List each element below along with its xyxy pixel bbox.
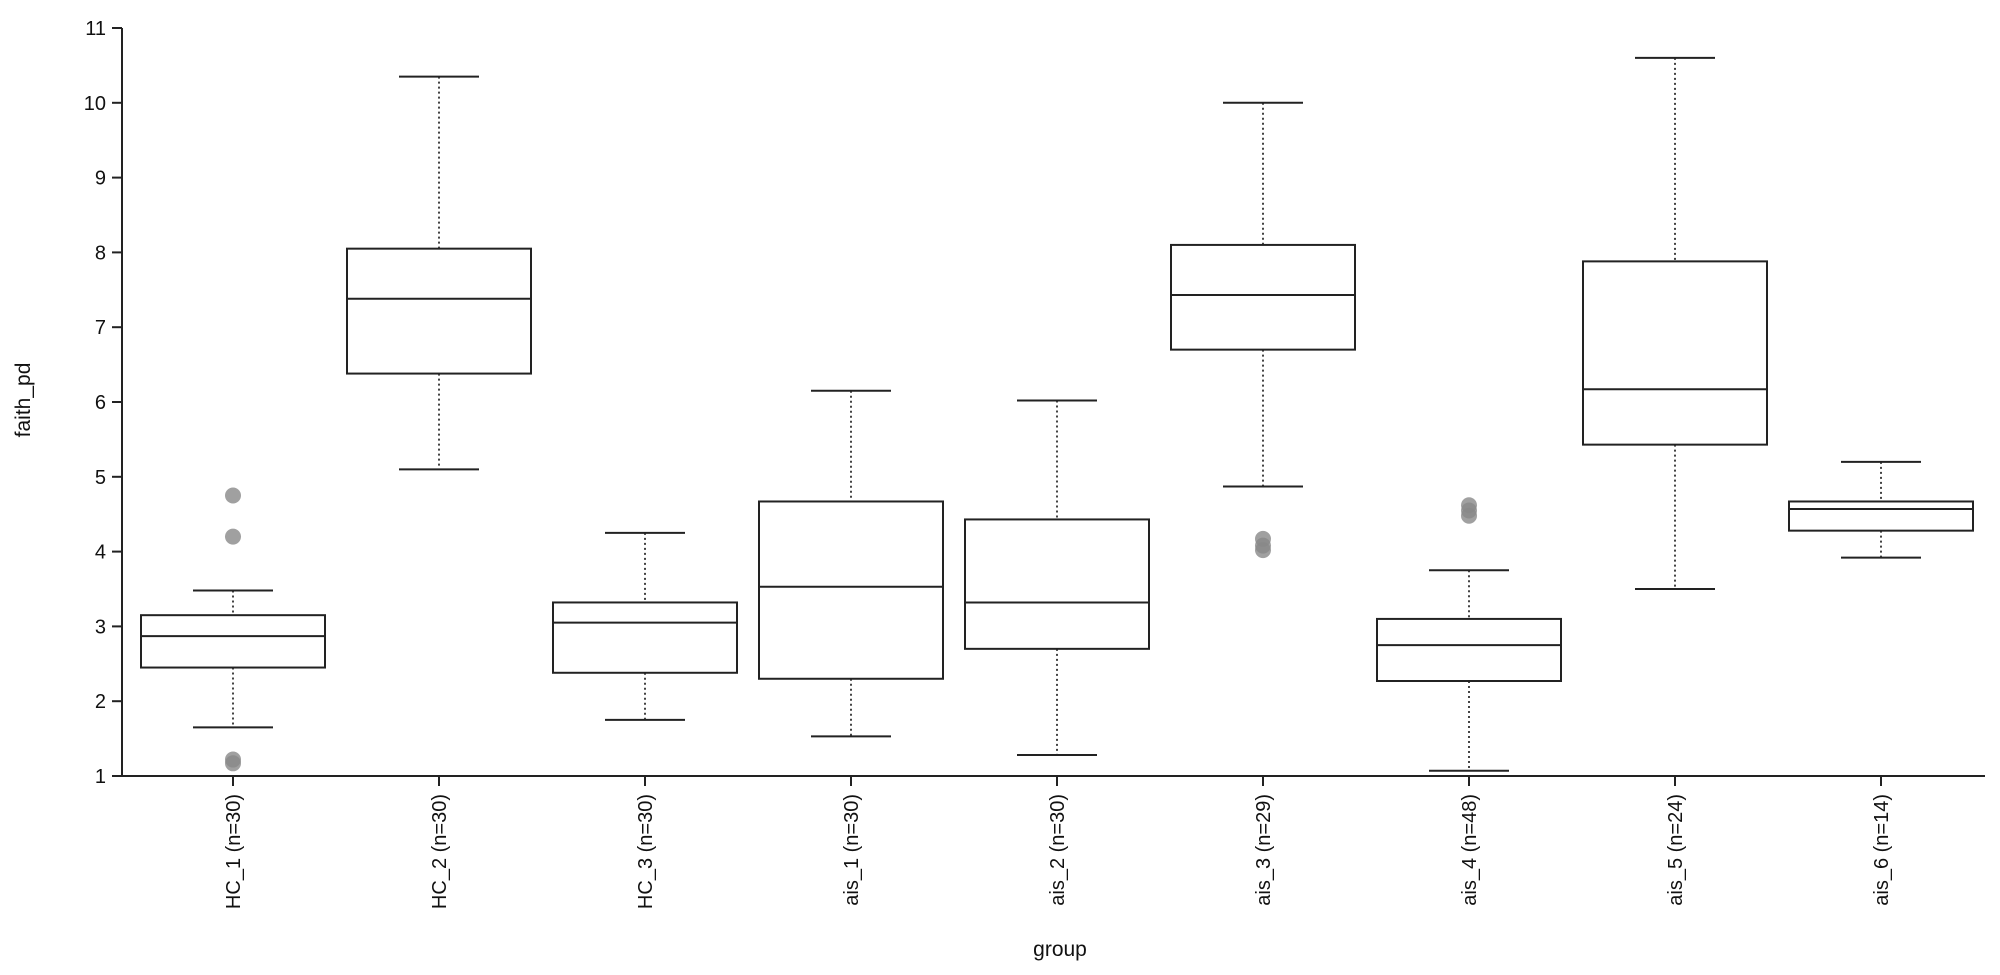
outlier-point [225, 755, 241, 772]
x-tick-label: ais_2 (n=30) [1047, 794, 1069, 906]
box-group [964, 399, 1150, 757]
box-group [140, 487, 326, 772]
box-iqr [964, 518, 1150, 650]
y-tick-label: 9 [95, 168, 106, 190]
y-axis: 1 2 3 4 5 6 7 8 9 10 11 [84, 18, 123, 788]
x-tick-label: HC_1 (n=30) [223, 794, 245, 909]
y-axis-title: faith_pd [12, 363, 35, 438]
box-iqr [1376, 617, 1562, 683]
x-tick-label: ais_1 (n=30) [841, 794, 863, 906]
y-tick-label: 6 [95, 392, 106, 414]
x-axis-title: group [1033, 938, 1087, 961]
outlier-point [1461, 507, 1477, 524]
box-group [1170, 101, 1356, 559]
y-tick-label: 1 [95, 766, 106, 788]
box-group [346, 75, 532, 471]
y-tick-label: 4 [95, 542, 106, 564]
box-group [758, 389, 944, 738]
outlier-point [1255, 542, 1271, 559]
x-tick-label: ais_5 (n=24) [1665, 794, 1687, 906]
box-iqr [1582, 260, 1768, 446]
y-tick-label: 5 [95, 467, 106, 489]
box-group [552, 531, 738, 721]
x-tick-label: HC_3 (n=30) [635, 794, 657, 909]
y-tick-label: 7 [95, 317, 106, 339]
y-tick-label: 2 [95, 691, 106, 713]
x-tick-label: ais_3 (n=29) [1253, 794, 1275, 906]
y-tick-label: 11 [85, 18, 106, 40]
box-iqr [140, 614, 326, 669]
box-group [1788, 460, 1974, 559]
plot-area [140, 56, 1974, 772]
x-tick-label: ais_6 (n=14) [1871, 794, 1893, 906]
outlier-point [225, 528, 241, 545]
x-tick-label: ais_4 (n=48) [1459, 794, 1481, 906]
box-iqr [552, 601, 738, 674]
box-iqr [346, 247, 532, 375]
box-iqr [1170, 243, 1356, 351]
box-group [1582, 56, 1768, 590]
x-axis: HC_1 (n=30) HC_2 (n=30) HC_3 (n=30) ais_1 (… [122, 775, 1985, 909]
y-tick-label: 10 [84, 93, 106, 115]
outlier-point [225, 487, 241, 504]
box-iqr [758, 500, 944, 680]
y-tick-label: 3 [95, 616, 106, 638]
box-group [1376, 497, 1562, 772]
y-tick-label: 8 [95, 242, 106, 264]
x-tick-label: HC_2 (n=30) [429, 794, 451, 909]
box-iqr [1788, 500, 1974, 532]
